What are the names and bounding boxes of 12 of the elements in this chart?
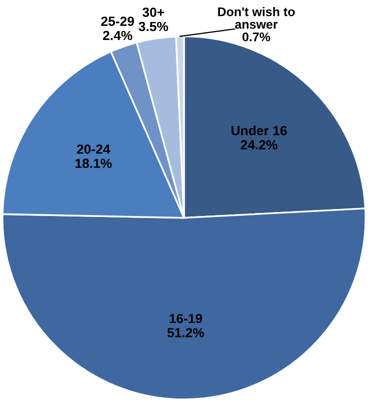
slice-label: 16-19 (170, 314, 202, 324)
data-label: 24.2% (240, 140, 278, 150)
slice-label: 20-24 (76, 144, 110, 154)
data-label: 0.7% (242, 32, 270, 42)
slice-label: Don't wish to answer (218, 7, 295, 29)
data-label: 18.1% (76, 158, 112, 168)
data-label: 3.5% (138, 22, 168, 32)
slice-label: Under 16 (232, 126, 287, 136)
slice-label: 30+ (142, 8, 164, 17)
data-label: 2.4% (103, 30, 132, 40)
slice-label: 25-29 (101, 16, 134, 26)
data-label: 51.2% (167, 328, 204, 338)
